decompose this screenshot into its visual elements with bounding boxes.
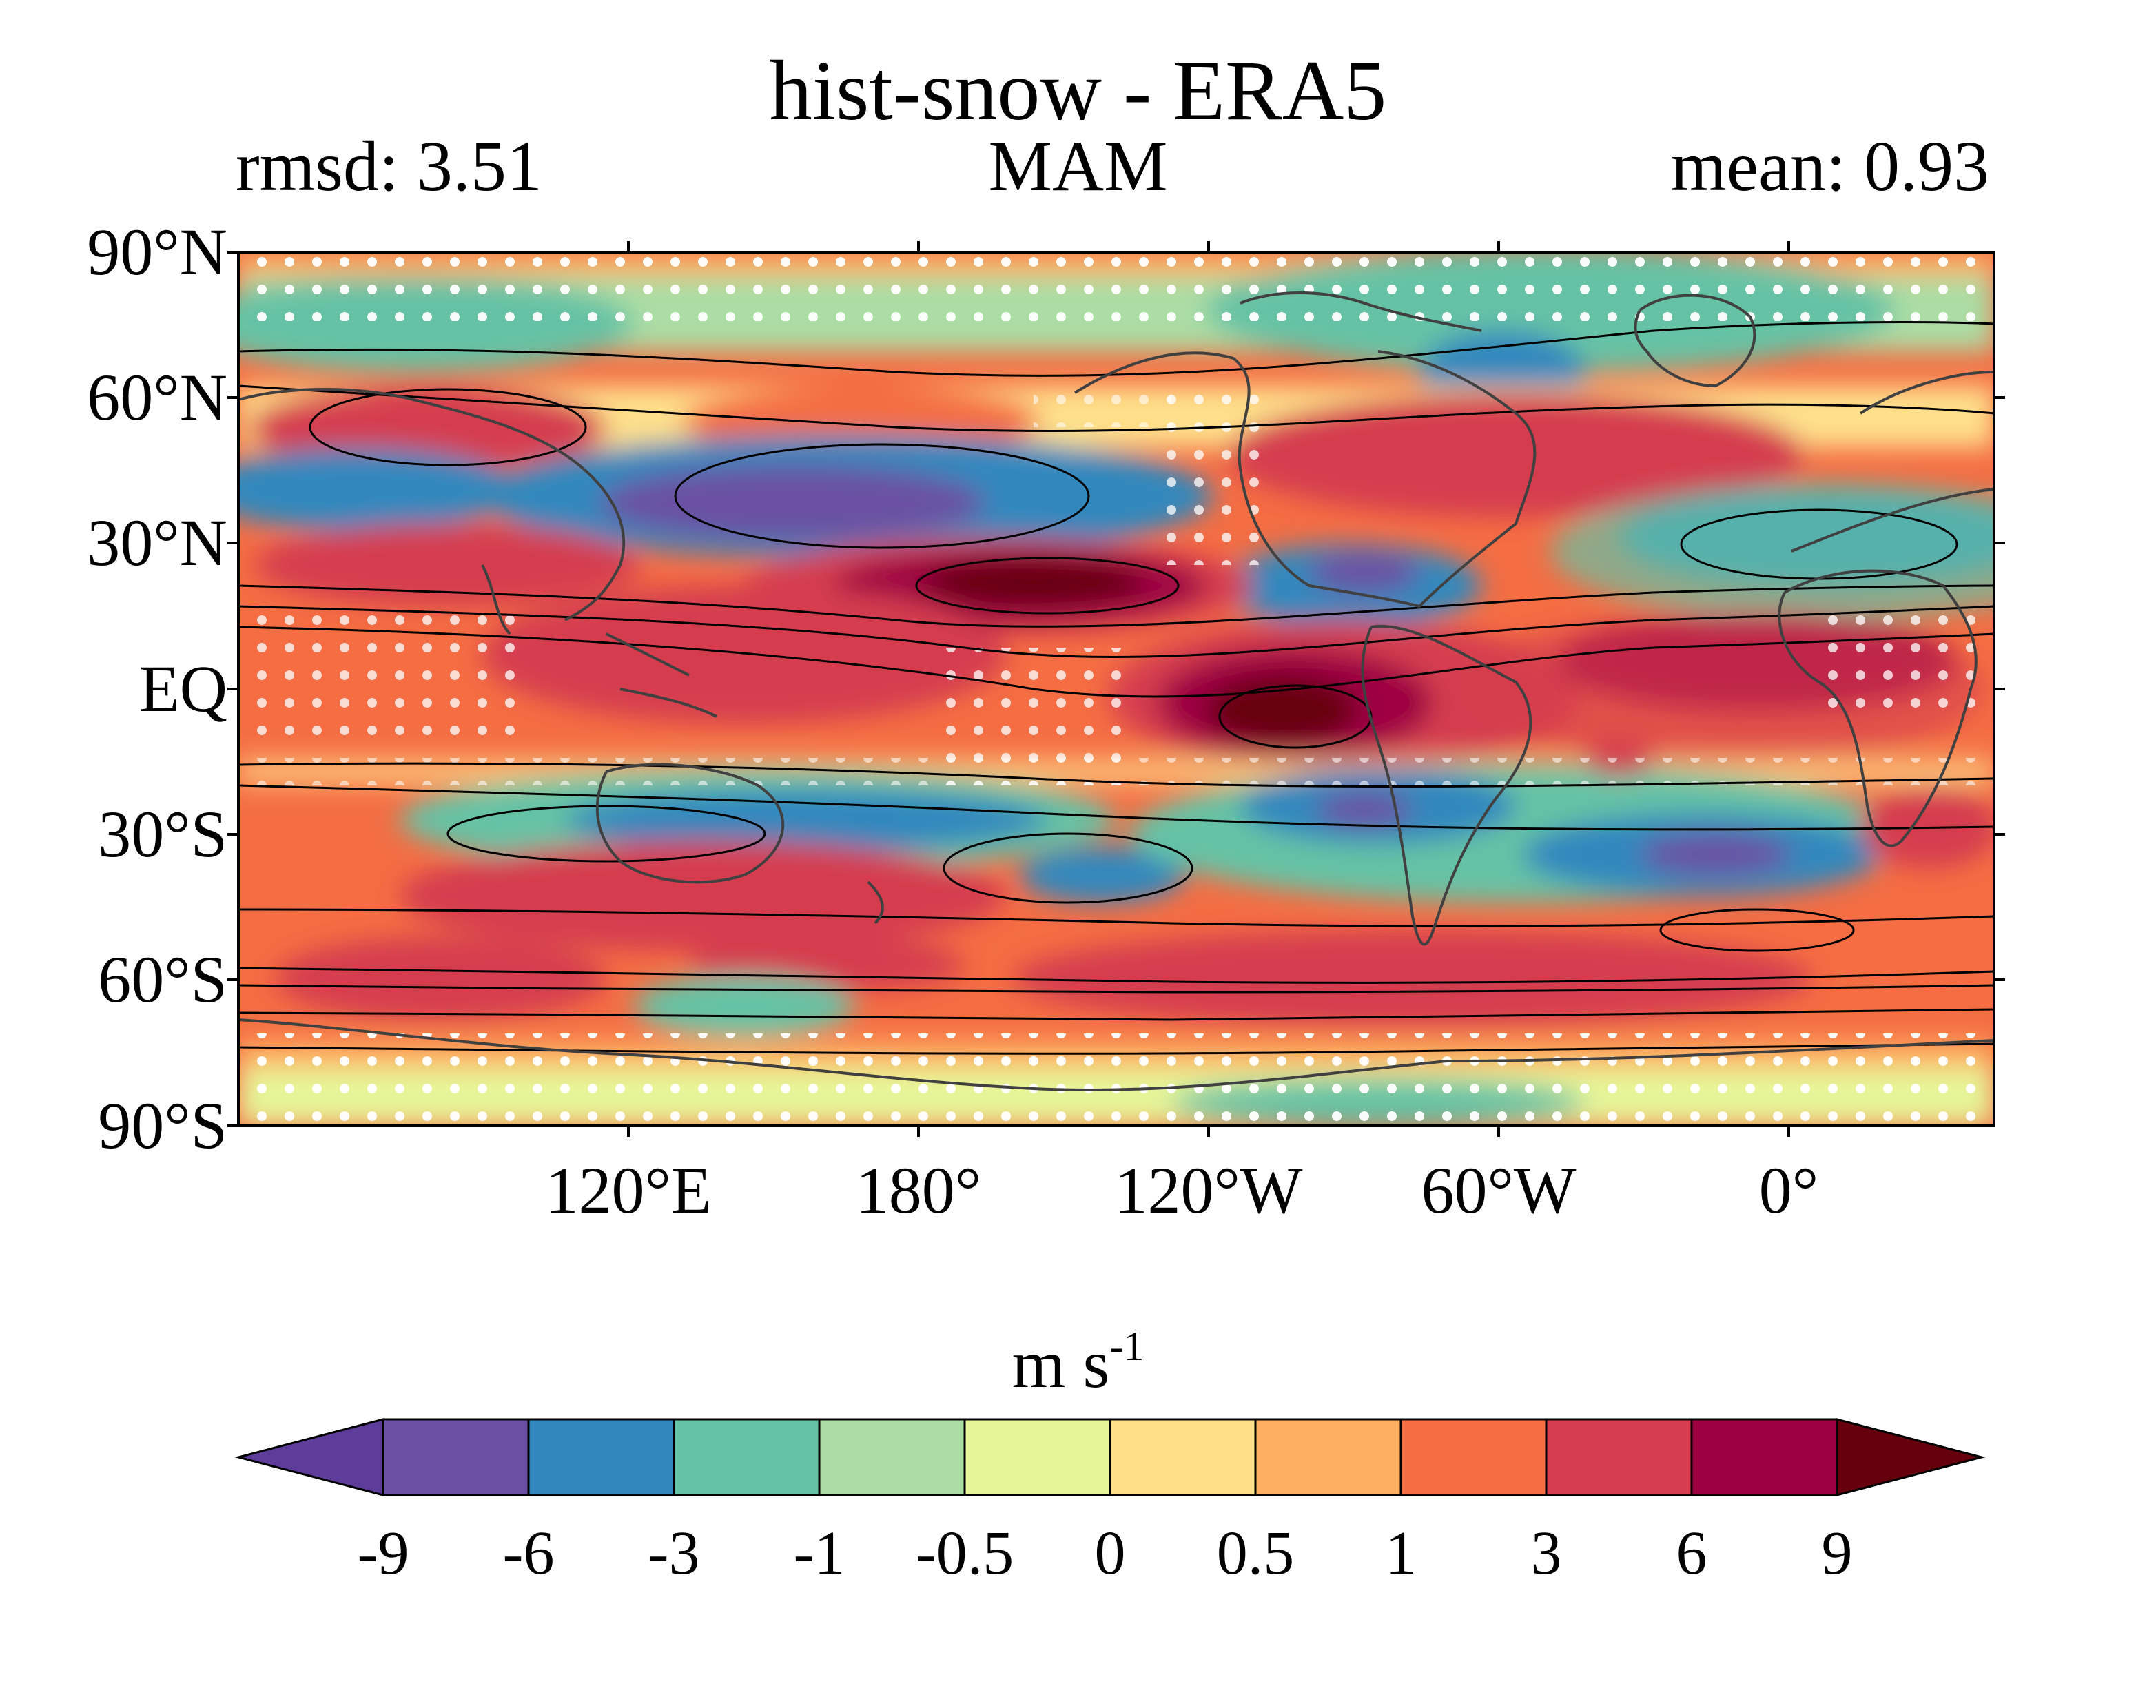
colorbar-tick-label: 1 bbox=[1385, 1519, 1417, 1587]
colorbar-tick-label: 0.5 bbox=[1216, 1519, 1295, 1587]
anomaly-n20-warm-west bbox=[255, 524, 641, 606]
colorbar-tick-label: -1 bbox=[793, 1519, 845, 1587]
colorbar-tick-label: 9 bbox=[1821, 1519, 1853, 1587]
colorbar-tick-label: -9 bbox=[357, 1519, 409, 1587]
lat-label-60s: 60°S bbox=[98, 943, 227, 1016]
colorbar-unit-label: m s-1 bbox=[0, 1326, 2156, 1399]
colorbar-tick-label: 6 bbox=[1676, 1519, 1707, 1587]
figure-title: hist-snow - ERA5 bbox=[769, 43, 1387, 138]
lon-label-120w: 120°W bbox=[1114, 1153, 1303, 1227]
lat-label-60n: 60°N bbox=[87, 360, 227, 434]
anomaly-s30-purple-1 bbox=[1640, 834, 1791, 875]
colorbar-tick-label: 0 bbox=[1094, 1519, 1126, 1587]
colorbar-extend-max bbox=[1836, 1418, 1986, 1496]
anomaly-n20-max bbox=[923, 558, 1144, 606]
anomaly-s60-warm-1 bbox=[1013, 930, 1812, 1027]
colorbar-extend-min bbox=[234, 1418, 384, 1496]
map-panel bbox=[238, 252, 1994, 1126]
lon-label-180: 180° bbox=[855, 1153, 982, 1227]
anomaly-s60-warm-2 bbox=[276, 937, 606, 1020]
lat-label-90n: 90°N bbox=[87, 215, 227, 289]
colorbar-segment bbox=[1545, 1418, 1693, 1496]
colorbar-unit-exponent: -1 bbox=[1109, 1324, 1144, 1369]
colorbar-tick-label: 3 bbox=[1530, 1519, 1562, 1587]
colorbar-segment bbox=[963, 1418, 1111, 1496]
anomaly-s30-purple-2 bbox=[1316, 792, 1413, 827]
colorbar-segment bbox=[1109, 1418, 1257, 1496]
anomaly-n40-purple bbox=[599, 465, 985, 541]
anomaly-s30-blue-1 bbox=[565, 789, 1047, 851]
colorbar-segment bbox=[1254, 1418, 1402, 1496]
lat-label-30n: 30°N bbox=[87, 506, 227, 579]
colorbar bbox=[234, 1418, 1986, 1496]
lon-label-0: 0° bbox=[1758, 1153, 1819, 1227]
lon-label-120e: 120°E bbox=[545, 1153, 712, 1227]
anomaly-s60-green bbox=[634, 975, 854, 1037]
colorbar-tick-label: -6 bbox=[502, 1519, 555, 1587]
lat-label-90s: 90°S bbox=[98, 1089, 227, 1162]
colorbar-segment bbox=[382, 1418, 530, 1496]
colorbar-tick-label: -0.5 bbox=[915, 1519, 1014, 1587]
anomaly-n60-warm-2 bbox=[1226, 393, 1805, 517]
colorbar-unit-base: m s bbox=[1012, 1326, 1110, 1402]
rmsd-label: rmsd: 3.51 bbox=[236, 127, 542, 206]
anomaly-gulf-purple bbox=[1309, 551, 1419, 593]
lat-label-30s: 30°S bbox=[98, 797, 227, 871]
anomaly-n60-warm-1 bbox=[248, 386, 606, 469]
colorbar-tick-label: -3 bbox=[648, 1519, 700, 1587]
lon-label-60w: 60°W bbox=[1421, 1153, 1577, 1227]
anomaly-n40-cool-1 bbox=[238, 448, 517, 531]
lat-label-eq: EQ bbox=[139, 652, 227, 726]
colorbar-segment bbox=[527, 1418, 675, 1496]
anomaly-s30-blue-2 bbox=[1020, 847, 1185, 903]
map-frame bbox=[227, 241, 2005, 1137]
season-label: MAM bbox=[988, 127, 1168, 206]
colorbar-segment bbox=[673, 1418, 821, 1496]
colorbar-segment bbox=[818, 1418, 966, 1496]
colorbar-segment bbox=[1399, 1418, 1548, 1496]
colorbar-segment bbox=[1690, 1418, 1838, 1496]
mean-label: mean: 0.93 bbox=[1670, 127, 1989, 206]
anomaly-s45-warm-1 bbox=[400, 841, 1006, 951]
anomaly-n40-green bbox=[1550, 482, 1994, 620]
coastlines bbox=[238, 291, 1994, 1091]
